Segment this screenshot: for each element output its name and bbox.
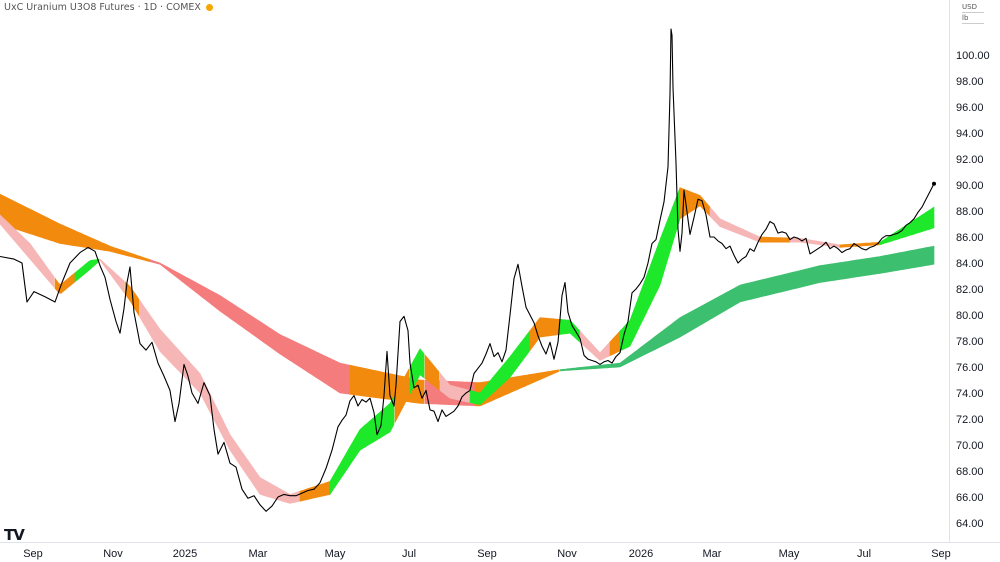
- x-tick-label: Mar: [249, 548, 268, 560]
- y-tick-label: 68.00: [956, 466, 984, 478]
- fast-ribbon-segment: [394, 368, 410, 423]
- fast-ribbon-segment: [609, 330, 621, 357]
- x-tick-label: Sep: [931, 548, 951, 560]
- fast-ribbon-segment: [879, 206, 935, 246]
- last-price-marker: [932, 181, 936, 186]
- x-tick-label: Nov: [103, 548, 123, 560]
- fast-ribbon-segment: [759, 236, 791, 243]
- y-tick-label: 98.00: [956, 76, 984, 88]
- x-tick-label: 2026: [629, 548, 653, 560]
- y-tick-label: 70.00: [956, 440, 984, 452]
- x-tick-label: Jul: [402, 548, 416, 560]
- x-tick-label: Sep: [23, 548, 43, 560]
- price-line: [0, 28, 935, 512]
- x-tick-label: May: [325, 548, 346, 560]
- fast-ribbon-segment: [74, 258, 100, 283]
- y-tick-label: 100.00: [956, 50, 990, 62]
- y-tick-label: 94.00: [956, 128, 984, 140]
- x-tick-label: Jul: [857, 548, 871, 560]
- unit-box[interactable]: USD lb: [962, 2, 984, 24]
- time-axis[interactable]: Sep Nov 2025 Mar May Jul Sep Nov 2026 Mar May Jul Se…: [23, 548, 951, 560]
- unit-label[interactable]: lb: [962, 13, 984, 24]
- y-tick-label: 76.00: [956, 362, 984, 374]
- y-tick-label: 64.00: [956, 518, 984, 530]
- chart-title: UxC Uranium U3O8 Futures · 1D · COMEX: [4, 2, 213, 13]
- x-tick-label: May: [779, 548, 800, 560]
- x-tick-label: Nov: [557, 548, 577, 560]
- fast-ribbon-segment: [424, 354, 440, 391]
- y-tick-label: 88.00: [956, 206, 984, 218]
- price-line-layer: [0, 28, 936, 512]
- x-tick-label: 2025: [173, 548, 197, 560]
- slow-ribbon-segment: [559, 245, 935, 372]
- tradingview-logo[interactable]: TV: [4, 526, 25, 544]
- fast-ribbon-segment: [559, 318, 581, 343]
- x-tick-label: Sep: [477, 548, 497, 560]
- y-tick-label: 66.00: [956, 492, 984, 504]
- y-tick-label: 90.00: [956, 180, 984, 192]
- y-tick-label: 86.00: [956, 232, 984, 244]
- fast-ribbon-segment: [124, 281, 140, 318]
- fast-ribbon-segment: [99, 258, 125, 294]
- y-tick-label: 78.00: [956, 336, 984, 348]
- y-tick-label: 74.00: [956, 388, 984, 400]
- fast-ribbon-segment: [0, 214, 55, 289]
- y-tick-label: 82.00: [956, 284, 984, 296]
- price-axis[interactable]: 64.00 66.00 68.00 70.00 72.00 74.00 76.00 78.00…: [956, 50, 990, 530]
- status-dot-icon: [205, 4, 213, 11]
- fast-ribbon-segment: [789, 237, 841, 248]
- y-tick-label: 96.00: [956, 102, 984, 114]
- y-tick-label: 80.00: [956, 310, 984, 322]
- ribbons-layer: [0, 187, 935, 504]
- fast-ribbon-segment: [529, 317, 561, 352]
- fast-ribbon-segment: [329, 395, 395, 496]
- slow-ribbon-segment: [149, 259, 351, 395]
- fast-ribbon-segment: [709, 206, 761, 243]
- chart-title-text: UxC Uranium U3O8 Futures · 1D · COMEX: [4, 2, 201, 13]
- y-tick-label: 92.00: [956, 154, 984, 166]
- y-tick-label: 72.00: [956, 414, 984, 426]
- fast-ribbon-segment: [299, 480, 331, 502]
- slow-ribbon-segment: [0, 193, 151, 263]
- x-tick-label: Mar: [703, 548, 722, 560]
- y-tick-label: 84.00: [956, 258, 984, 270]
- fast-ribbon-segment: [139, 299, 301, 504]
- currency-label[interactable]: USD: [962, 2, 984, 13]
